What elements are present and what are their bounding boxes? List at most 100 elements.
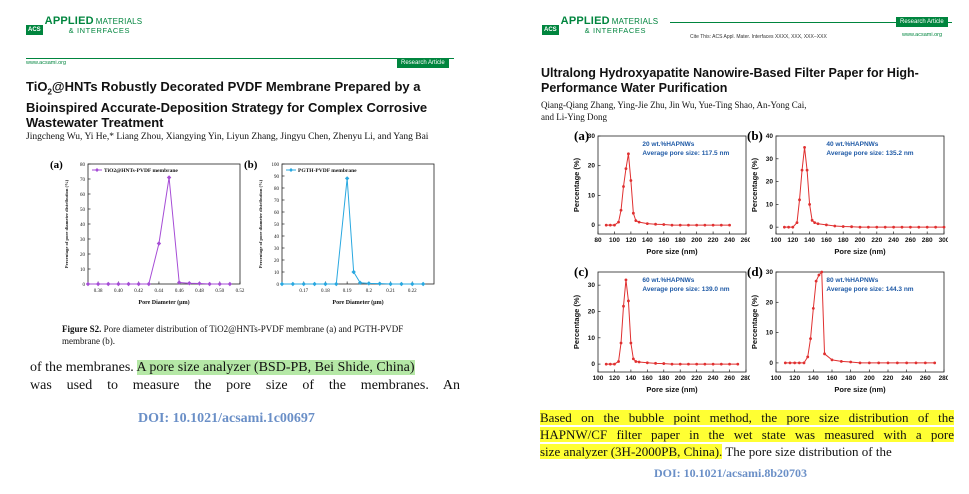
data-point xyxy=(787,225,790,229)
annotation-text: 20 wt.%HAPNWs xyxy=(642,141,694,148)
y-axis-label: Percentage of pore diameter distribution… xyxy=(64,179,69,268)
data-point xyxy=(687,223,690,227)
data-point xyxy=(351,269,356,275)
hapnw-pore-chart-b: 100 120 140 160 180 200 220 240 260 280 300 0 10 20 30… xyxy=(750,133,948,256)
data-point xyxy=(187,281,192,286)
data-point xyxy=(85,281,91,287)
y-tick-label: 80 xyxy=(274,187,280,192)
x-tick-label: 0.50 xyxy=(215,289,224,294)
data-point xyxy=(942,225,946,229)
hapnw-pore-chart-d: 100 120 140 160 180 200 220 240 260 280 0 10 20 30 Por… xyxy=(750,269,948,394)
data-point xyxy=(629,179,633,182)
x-tick-label: 200 xyxy=(691,237,702,244)
data-point xyxy=(634,360,638,363)
header-rule xyxy=(26,58,454,59)
x-axis-label: Pore Diameter (μm) xyxy=(138,299,189,306)
y-axis-label: Percentage of pore diameter distribution… xyxy=(258,179,263,268)
data-point xyxy=(217,281,222,287)
y-tick-label: 40 xyxy=(274,235,280,240)
data-point xyxy=(892,225,895,229)
x-tick-label: 0.44 xyxy=(155,289,164,294)
plot-frame xyxy=(597,271,747,373)
data-point xyxy=(695,362,699,366)
pore-distribution-chart-a: 0.38 0.40 0.42 0.44 0.46 0.48 0.50 0.52 0 10 20 30 4… xyxy=(64,163,245,306)
x-tick-label: 220 xyxy=(691,375,702,382)
data-point xyxy=(670,223,674,227)
data-point xyxy=(810,218,814,222)
y-tick-label: 0 xyxy=(591,361,595,368)
data-point xyxy=(806,355,810,359)
data-point xyxy=(312,281,317,287)
x-tick-label: 260 xyxy=(724,375,735,382)
data-point xyxy=(334,281,339,287)
y-tick-label: 10 xyxy=(766,330,774,337)
data-point xyxy=(719,223,723,227)
data-point xyxy=(146,281,151,287)
x-tick-label: 220 xyxy=(708,237,719,244)
author-list: Jingcheng Wu, Yi He,* Liang Zhou, Xiangy… xyxy=(26,132,429,142)
data-point xyxy=(900,225,904,229)
y-axis-label: Percentage (%) xyxy=(750,157,759,212)
data-point xyxy=(290,281,296,287)
data-point xyxy=(933,361,937,365)
series-line xyxy=(88,177,230,285)
x-tick-label: 220 xyxy=(883,375,894,382)
series-line xyxy=(606,153,730,226)
x-axis-label: Pore size (nm) xyxy=(646,247,698,256)
data-point xyxy=(711,223,715,227)
data-point xyxy=(227,281,233,287)
highlighted-text: Based on the bubble point method, the po… xyxy=(540,410,954,425)
data-point xyxy=(95,281,101,287)
x-tick-label: 200 xyxy=(675,375,686,382)
data-point xyxy=(357,280,363,285)
article-type-badge: Research Article xyxy=(896,17,948,27)
data-point xyxy=(917,225,921,229)
doi-link[interactable]: DOI: 10.1021/acsami.8b20703 xyxy=(654,466,807,480)
data-point xyxy=(604,223,608,227)
data-point xyxy=(156,241,162,246)
data-point xyxy=(925,225,929,229)
x-tick-label: 0.21 xyxy=(386,289,395,294)
data-point xyxy=(344,176,350,181)
x-tick-label: 100 xyxy=(593,375,604,382)
x-tick-label: 0.40 xyxy=(114,289,123,294)
data-point xyxy=(670,362,674,366)
y-tick-label: 10 xyxy=(588,335,596,342)
data-point xyxy=(728,223,731,227)
journal-url[interactable]: www.acsami.org xyxy=(902,32,943,38)
legend-marker xyxy=(95,168,99,172)
x-tick-label: 120 xyxy=(789,375,800,382)
x-tick-label: 240 xyxy=(708,375,719,382)
data-point xyxy=(793,361,797,365)
x-tick-label: 0.38 xyxy=(94,289,103,294)
data-point xyxy=(645,222,649,226)
x-tick-label: 0.19 xyxy=(343,289,352,294)
pore-distribution-chart-b: 0.17 0.18 0.19 0.2 0.21 0.22 0 10 20 30 40 50 60 70 80… xyxy=(258,163,435,306)
plot-frame xyxy=(281,163,435,285)
x-tick-label: 280 xyxy=(741,375,750,382)
doi-link[interactable]: DOI: 10.1021/acsami.1c00697 xyxy=(138,411,315,426)
data-point xyxy=(795,221,799,225)
data-point xyxy=(624,167,628,171)
y-axis-label: Percentage (%) xyxy=(572,294,581,349)
x-tick-label: 160 xyxy=(658,237,669,244)
x-tick-label: 180 xyxy=(675,237,686,244)
right-article-panel: ACS APPLIED MATERIALS & INTERFACES Resear… xyxy=(530,0,969,494)
data-point xyxy=(858,225,862,229)
journal-url[interactable]: www.acsami.org xyxy=(26,60,67,66)
y-tick-label: 30 xyxy=(588,282,596,289)
cite-this-line: Cite This: ACS Appl. Mater. Interfaces X… xyxy=(690,34,827,40)
y-tick-label: 30 xyxy=(766,269,774,276)
x-tick-label: 200 xyxy=(864,375,875,382)
y-tick-label: 40 xyxy=(766,133,774,140)
figure-panel-label-b: (b) xyxy=(747,128,763,143)
y-tick-label: 50 xyxy=(274,223,280,228)
figure-panel-label-a: (a) xyxy=(50,159,63,171)
x-tick-label: 120 xyxy=(609,375,620,382)
data-point xyxy=(197,281,202,286)
y-tick-label: 30 xyxy=(588,133,596,140)
data-point xyxy=(883,225,887,229)
data-point xyxy=(823,352,826,356)
data-point xyxy=(783,361,787,365)
data-point xyxy=(808,202,811,206)
